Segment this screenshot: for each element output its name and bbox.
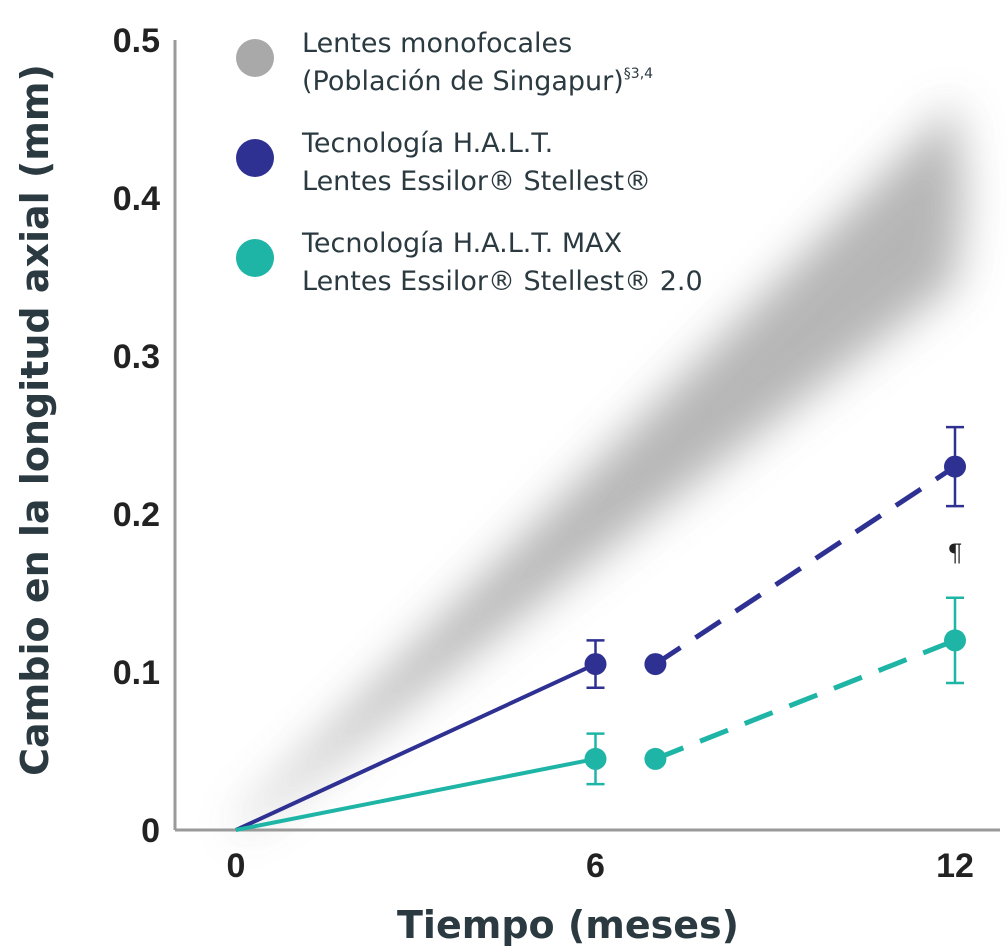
- y-tick-label: 0: [141, 812, 160, 850]
- legend-label: Tecnología H.A.L.T.: [301, 128, 553, 159]
- legend-label: Lentes monofocales: [302, 28, 572, 59]
- x-axis-title: Tiempo (meses): [397, 903, 739, 947]
- series-1: [235, 425, 966, 832]
- legend-label: (Población de Singapur)§3,4: [302, 66, 653, 97]
- y-tick-label: 0.1: [113, 654, 160, 692]
- legend: Lentes monofocales (Población de Singapur…: [236, 28, 703, 297]
- legend-marker: [236, 139, 274, 177]
- series-layer: [235, 425, 966, 832]
- x-tick-label: 12: [936, 847, 974, 885]
- series-dashed-line: [654, 638, 956, 762]
- series-dashed-line: [654, 464, 957, 667]
- singapore-band: [236, 103, 965, 834]
- y-tick-label: 0.5: [113, 22, 160, 60]
- legend-label: Lentes Essilor® Stellest® 2.0: [302, 266, 703, 297]
- x-tick-label: 0: [227, 847, 246, 885]
- legend-label: Tecnología H.A.L.T. MAX: [301, 228, 622, 259]
- pilcrow-annotation: ¶: [947, 540, 962, 568]
- series-solid-line: [235, 756, 596, 832]
- data-point: [584, 653, 607, 676]
- legend-superscript: §3,4: [624, 66, 653, 82]
- data-point: [644, 747, 667, 770]
- data-point: [584, 747, 607, 770]
- x-tick-label: 6: [586, 847, 605, 885]
- data-point: [644, 653, 667, 676]
- singapore-band-layer: [236, 103, 965, 834]
- axes: [173, 40, 1000, 832]
- y-tick-label: 0.4: [113, 180, 160, 218]
- data-point: [944, 455, 966, 478]
- y-tick-label: 0.3: [113, 338, 160, 376]
- legend-label: Lentes Essilor® Stellest®: [302, 166, 651, 197]
- series-solid-line: [235, 662, 597, 832]
- legend-marker: [236, 239, 274, 277]
- annotations: ¶: [947, 540, 962, 568]
- data-point: [944, 629, 966, 652]
- y-tick-label: 0.2: [113, 496, 160, 534]
- tick-labels: 0 0.1 0.2 0.3 0.4 0.5 0 6 12: [113, 22, 974, 885]
- legend-marker: [236, 39, 274, 77]
- series-2: [235, 596, 966, 832]
- y-axis-title: Cambio en la longitud axial (mm): [13, 64, 57, 776]
